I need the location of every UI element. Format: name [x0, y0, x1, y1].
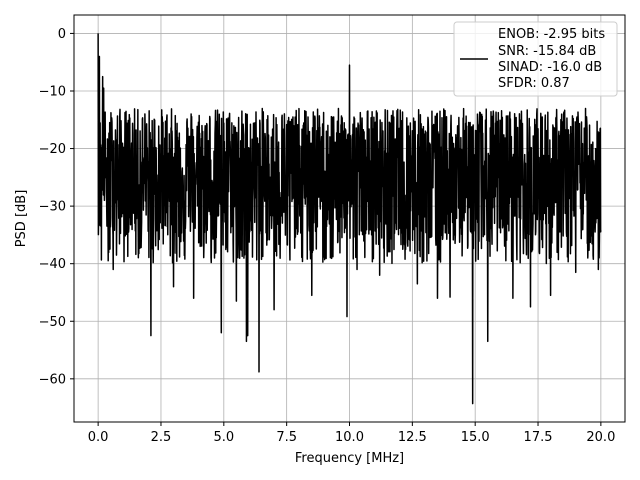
x-tick-label: 15.0: [461, 430, 490, 445]
y-tick-label: −10: [39, 84, 66, 99]
x-tick-label: 7.5: [276, 430, 297, 445]
legend: ENOB: -2.95 bits SNR: -15.84 dB SINAD: -…: [453, 21, 618, 97]
x-axis-ticks: 0.0 2.5 5.0 7.5 10.0 12.5 15.0 17.5 20.0: [88, 422, 615, 445]
x-tick-label: 20.0: [586, 430, 615, 445]
legend-entry-snr: SNR: -15.84 dB: [498, 44, 596, 59]
x-tick-label: 17.5: [524, 430, 553, 445]
x-tick-label: 5.0: [213, 430, 234, 445]
y-tick-label: −20: [39, 142, 66, 157]
y-tick-label: −30: [39, 200, 66, 215]
y-tick-label: −60: [39, 372, 66, 387]
legend-entry-sinad: SINAD: -16.0 dB: [498, 60, 602, 75]
x-axis-label: Frequency [MHz]: [295, 451, 404, 466]
y-tick-label: −50: [39, 315, 66, 330]
x-tick-label: 10.0: [335, 430, 364, 445]
y-axis-label: PSD [dB]: [14, 190, 29, 248]
x-tick-label: 0.0: [88, 430, 109, 445]
psd-series-line: [97, 33, 602, 405]
y-axis-ticks: 0 −10 −20 −30 −40 −50 −60: [39, 27, 74, 387]
legend-entry-sfdr: SFDR: 0.87: [498, 76, 570, 91]
x-tick-label: 12.5: [398, 430, 427, 445]
legend-entry-enob: ENOB: -2.95 bits: [498, 27, 605, 42]
y-tick-label: −40: [39, 257, 66, 272]
y-tick-label: 0: [58, 27, 66, 42]
x-tick-label: 2.5: [151, 430, 172, 445]
legend-box: [453, 21, 618, 97]
